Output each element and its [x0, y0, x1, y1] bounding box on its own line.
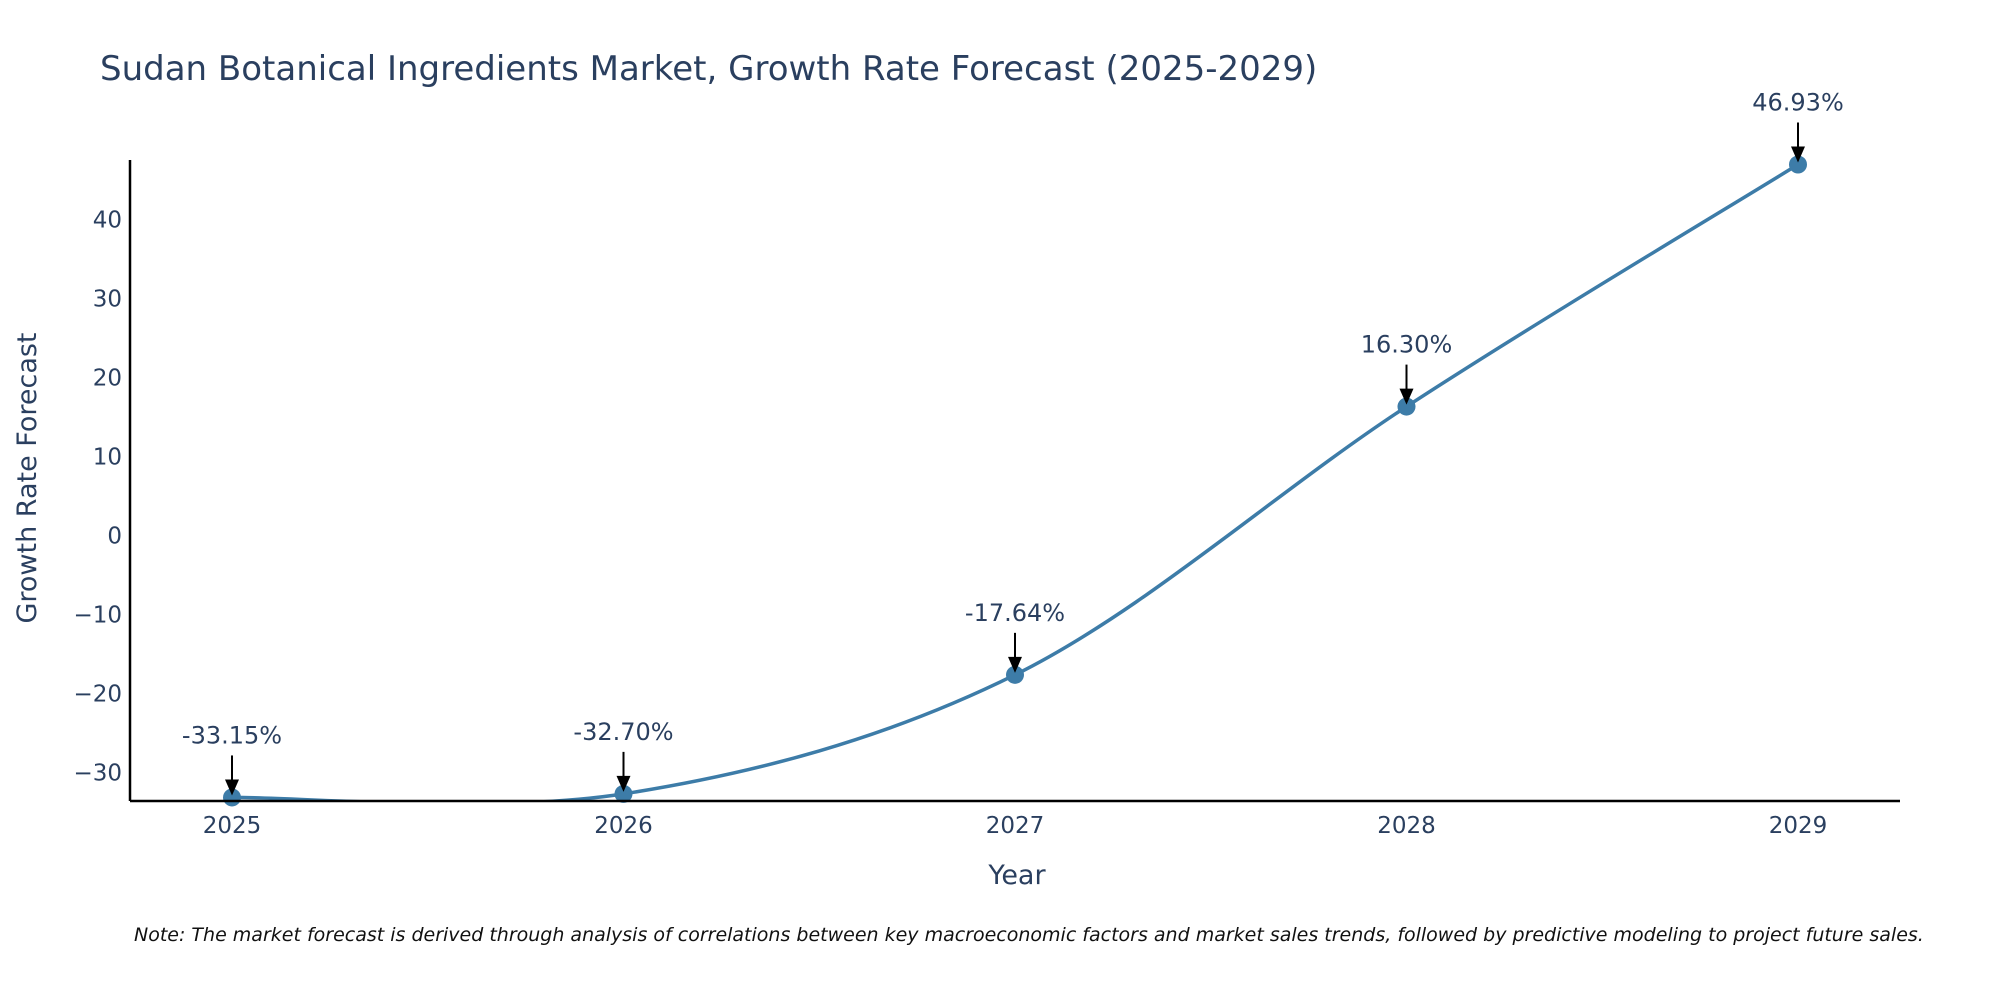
data-annotations: -33.15% -32.70% -17.64% 16.30% 46.93% [182, 89, 1844, 796]
y-tick-label: 40 [93, 207, 122, 233]
annotation-2026: -32.70% [573, 718, 674, 792]
y-tick-label: −30 [73, 761, 122, 787]
annotation-2028: 16.30% [1361, 331, 1453, 405]
data-label: 46.93% [1752, 89, 1844, 117]
y-axis-title: Growth Rate Forecast [12, 332, 43, 623]
x-axis-ticks: 2025 2026 2027 2028 2029 [203, 813, 1828, 839]
annotation-arrowhead [225, 779, 239, 796]
annotation-2027: -17.64% [965, 599, 1065, 673]
x-tick-label-2026: 2026 [594, 813, 653, 839]
data-point-2027 [1006, 665, 1024, 684]
annotation-2025: -33.15% [182, 721, 282, 796]
x-tick-label-2029: 2029 [1769, 813, 1828, 839]
annotation-arrowhead [616, 775, 631, 792]
plot-area: -33.15% -32.70% -17.64% 16.30% 46.93% [182, 89, 1844, 807]
data-label: -33.15% [182, 721, 282, 749]
y-axis-ticks: −30 −20 −10 0 10 20 30 40 [73, 207, 122, 786]
series-line-growth-rate [231, 163, 1799, 801]
x-axis-title: Year [987, 860, 1046, 891]
footnote: Note: The market forecast is derived thr… [134, 924, 1924, 946]
data-point-2026 [614, 784, 633, 803]
y-tick-label: 10 [93, 444, 122, 470]
data-label: 16.30% [1361, 331, 1453, 359]
y-tick-label: −10 [73, 602, 122, 628]
y-tick-label: 30 [93, 286, 122, 312]
chart-title: Sudan Botanical Ingredients Market, Grow… [100, 49, 1317, 89]
annotation-2029: 46.93% [1752, 89, 1844, 163]
annotation-arrowhead [1399, 388, 1414, 405]
annotation-arrowhead [1791, 146, 1805, 163]
y-tick-label: 20 [93, 365, 122, 391]
x-tick-label-2027: 2027 [986, 813, 1045, 839]
data-label: -32.70% [573, 718, 673, 746]
y-tick-label: −20 [73, 682, 122, 708]
annotation-arrowhead [1008, 656, 1022, 673]
x-tick-label-2025: 2025 [203, 813, 262, 839]
y-tick-label: 0 [107, 523, 122, 549]
x-tick-label-2028: 2028 [1377, 813, 1436, 839]
data-points [223, 155, 1807, 807]
data-label: -17.64% [965, 599, 1065, 627]
data-point-2029 [1789, 155, 1807, 174]
data-point-2028 [1397, 397, 1416, 416]
